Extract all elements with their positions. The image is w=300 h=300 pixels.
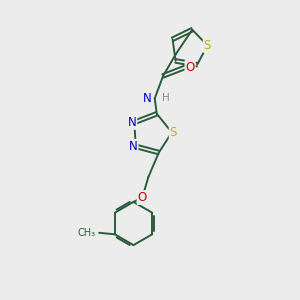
Text: O: O (185, 61, 195, 74)
Text: N: N (128, 116, 136, 129)
Text: N: N (129, 140, 138, 153)
Text: CH₃: CH₃ (77, 228, 96, 238)
Text: S: S (170, 126, 177, 139)
Text: N: N (142, 92, 151, 105)
Text: S: S (204, 39, 211, 52)
Text: O: O (138, 191, 147, 204)
Text: H: H (162, 93, 170, 103)
